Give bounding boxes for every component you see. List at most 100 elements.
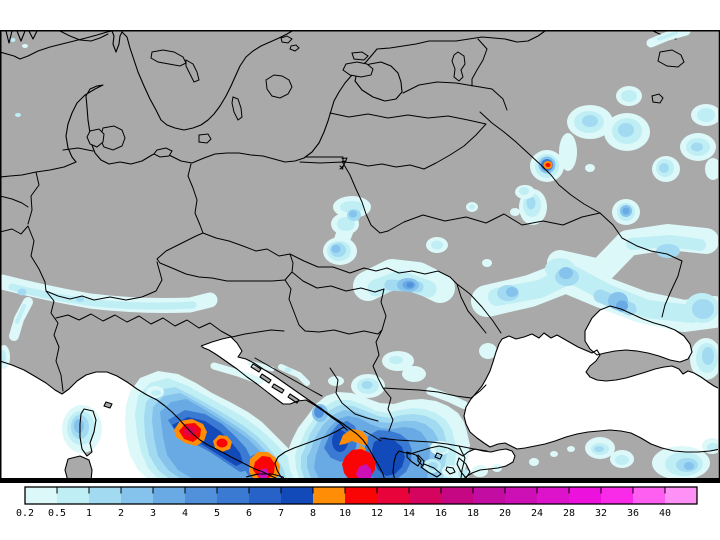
legend-segment [505,487,537,504]
legend-segment [313,487,345,504]
precip-contour [349,210,357,218]
precipitation-overlay [1,31,718,479]
legend-label: 12 [371,508,383,519]
precip-contour [389,356,403,364]
coastlines [1,305,718,479]
legend-label: 14 [403,508,415,519]
legend-label: 36 [627,508,639,519]
precip-contour [506,287,518,297]
legend-segment [441,487,473,504]
precip-contour [284,367,292,373]
legend-label: 4 [182,508,188,519]
precip-contour [657,31,678,41]
legend-segment [89,487,121,504]
map-area [1,31,718,479]
sea-azov [585,306,692,362]
precip-contour [559,267,573,279]
legend-label: 18 [467,508,479,519]
precip-heavy-core [216,438,228,448]
precip-heavy-core [339,429,368,446]
legend-label: 2 [118,508,124,519]
legend-segment [185,487,217,504]
precip-heavy-core [356,464,372,479]
precip-contour [582,115,598,127]
legend-segment [345,487,377,504]
legend-label: 20 [499,508,511,519]
baltic-islands [86,35,374,158]
legend-colorbar: 0.2 0.5 1 2 3 4 5 6 7 8 10 12 14 16 18 2… [16,486,698,519]
precip-contour [426,387,468,409]
precip-contour [15,304,26,324]
precip-contour [622,207,630,215]
precip-contour [618,123,634,137]
legend-segment [409,487,441,504]
legend-label: 3 [150,508,156,519]
precip-contour [550,451,558,457]
precip-contour [529,458,539,466]
precip-contour [210,362,264,385]
legend-label: 28 [563,508,575,519]
precip-contour [17,288,27,296]
legend-label: 6 [246,508,252,519]
sea-black [464,333,718,452]
legend-segment [249,487,281,504]
legend-segment [281,487,313,504]
legend-segment [665,487,697,504]
precip-contour [621,90,637,102]
precip-contour [585,164,595,172]
precip-contour [15,113,21,117]
legend-segment [377,487,409,504]
precip-contour [472,465,488,477]
precip-contour [615,455,629,465]
precip-contour [361,381,373,389]
precip-contour [406,282,414,288]
precip-contour [340,201,364,213]
precip-contour [559,133,577,171]
precip-heavy-spot [545,163,551,167]
legend-label: 5 [214,508,220,519]
legend-label: 0.5 [48,508,66,519]
precip-contour [10,38,16,42]
precip-contour [22,44,28,48]
precip-contour [626,235,706,251]
precip-contour [1,350,6,364]
precip-contour [488,265,701,323]
precip-contour [74,419,84,433]
legend-segment [633,487,665,504]
legend-labels: 0.2 0.5 1 2 3 4 5 6 7 8 10 12 14 16 18 2… [16,508,671,519]
precip-contour [337,217,355,231]
legend-frame [24,486,698,505]
precip-contour [691,142,703,152]
precip-contour [482,259,492,267]
precip-contour [659,163,669,173]
norway-fjords [5,31,38,44]
precip-contour [702,347,714,365]
legend-ticks [56,487,666,494]
legend-label: 0.2 [16,508,34,519]
sea-north-baltic [1,31,546,178]
precip-contour [431,240,443,250]
lakes [150,49,685,104]
legend-label: 24 [531,508,543,519]
precip-contour [328,376,344,386]
legend-segment [57,487,89,504]
precip-contour [684,462,694,470]
legend-segment [473,487,505,504]
legend-segment [25,487,57,504]
precip-contour [479,343,497,359]
precip-contour [656,244,680,258]
precip-contour [469,204,475,210]
precip-contour [151,390,161,396]
legend-label: 1 [86,508,92,519]
legend-label: 7 [278,508,284,519]
precip-heavy-core [253,456,275,479]
precip-contour [8,283,197,310]
country-borders [1,31,683,479]
station-marker [339,157,348,170]
map-frame-bottom [0,478,720,483]
legend-segment [121,487,153,504]
legend-segment [537,487,569,504]
precip-contour [442,465,458,477]
